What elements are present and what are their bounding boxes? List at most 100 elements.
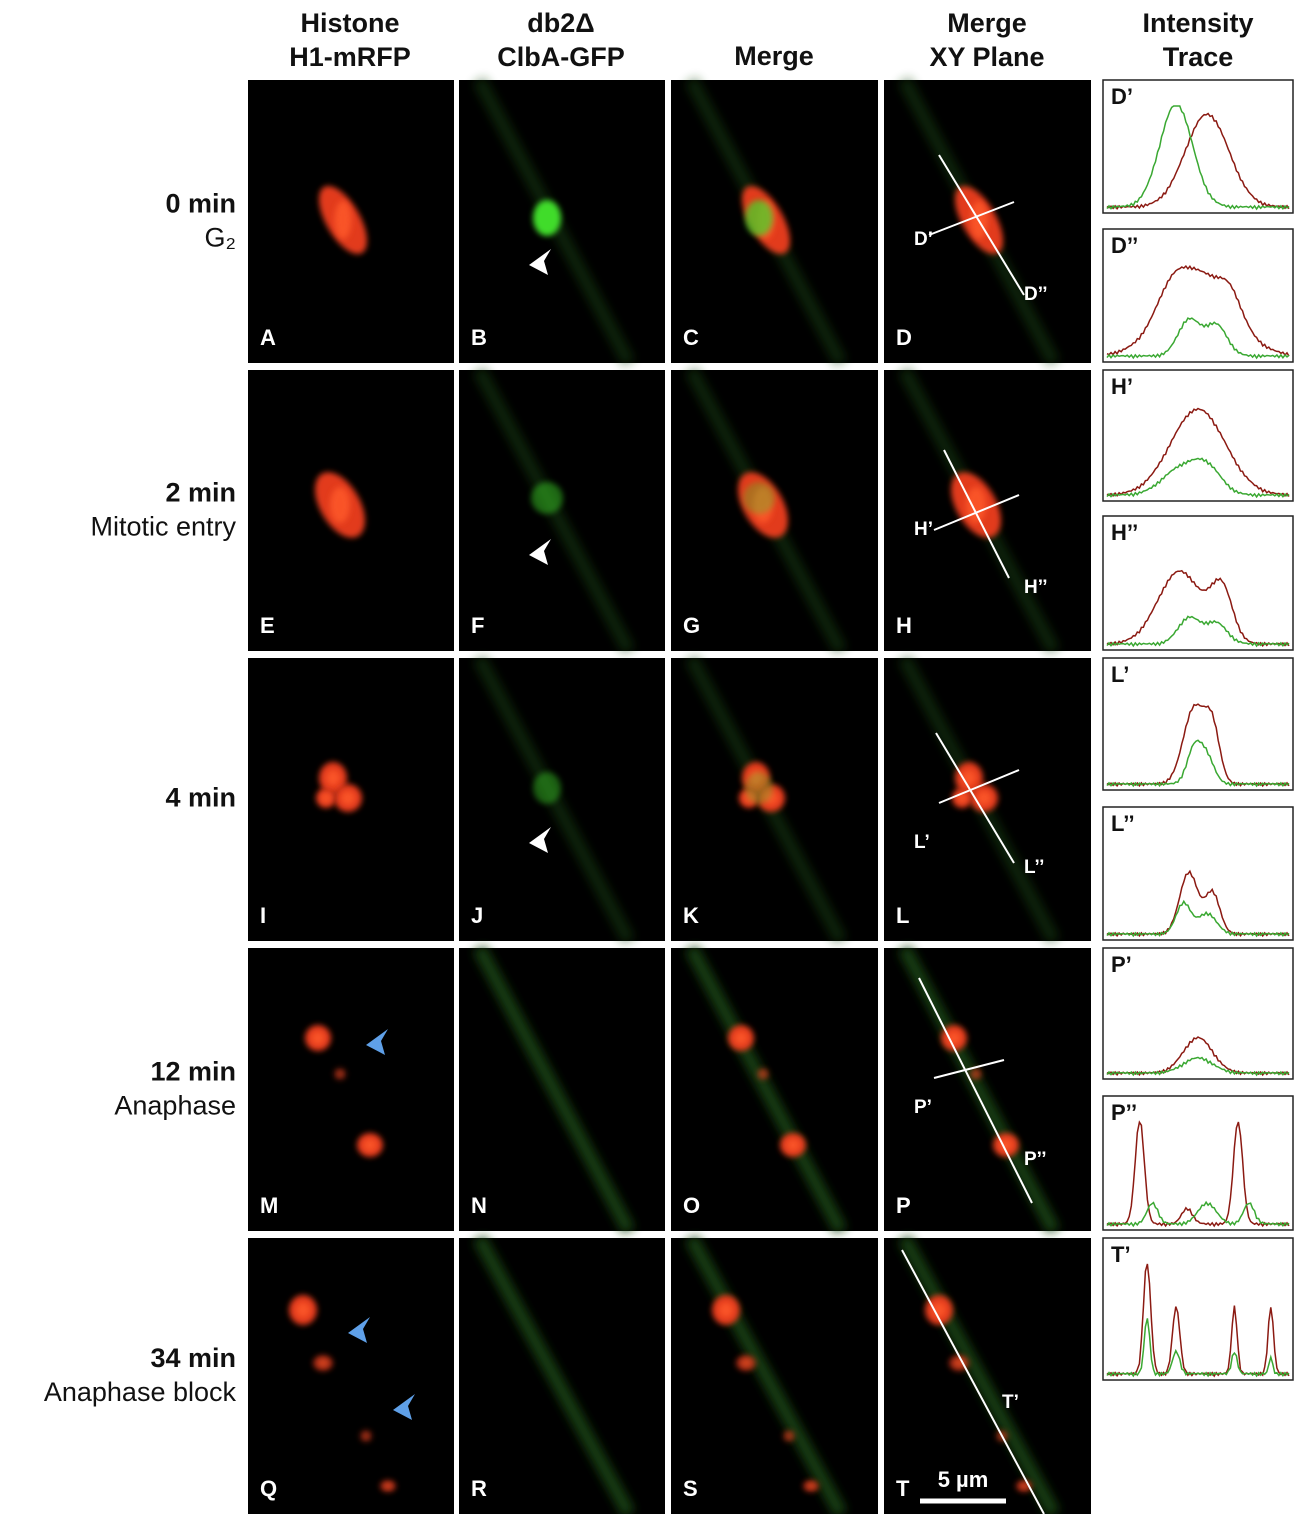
chromatin-core bbox=[335, 201, 352, 239]
panel-background bbox=[671, 1238, 878, 1514]
trace-box bbox=[1103, 1238, 1293, 1380]
chromatin-core bbox=[786, 1433, 792, 1439]
panel-background bbox=[459, 370, 665, 651]
chromatin-core bbox=[330, 487, 350, 523]
panel-letter: N bbox=[471, 1193, 487, 1218]
stage-label: Anaphase bbox=[114, 1091, 236, 1121]
micrograph-panel: B bbox=[459, 80, 665, 363]
trace-label: P’ bbox=[1111, 952, 1132, 977]
panel-background bbox=[248, 1238, 454, 1514]
time-label: 2 min bbox=[165, 478, 236, 508]
chromatin-core bbox=[384, 1483, 392, 1489]
panel-letter: B bbox=[471, 325, 487, 350]
column-header: Histone bbox=[300, 8, 399, 38]
column-header: db2Δ bbox=[527, 8, 594, 38]
time-label: 12 min bbox=[150, 1057, 236, 1087]
panel-letter: D bbox=[896, 325, 912, 350]
micrograph-panel: Q bbox=[248, 1238, 454, 1514]
profile-label: L’ bbox=[914, 832, 930, 853]
micrograph-panel: O bbox=[671, 948, 878, 1231]
trace-label: H’’ bbox=[1111, 520, 1138, 545]
chromatin-core bbox=[312, 1032, 325, 1045]
chromatin-core bbox=[326, 770, 340, 786]
panel-letter: L bbox=[896, 903, 909, 928]
panel-letter: O bbox=[683, 1193, 700, 1218]
chromatin-core bbox=[807, 1483, 815, 1489]
micrograph-panel: A bbox=[248, 80, 454, 363]
panel-letter: G bbox=[683, 613, 700, 638]
panel-background bbox=[459, 948, 665, 1231]
profile-label: D’ bbox=[914, 229, 933, 250]
panel-letter: R bbox=[471, 1476, 487, 1501]
stage-label: Anaphase block bbox=[44, 1377, 237, 1407]
trace-label: L’’ bbox=[1111, 811, 1135, 836]
micrograph-panel: M bbox=[248, 948, 454, 1231]
panel-letter: S bbox=[683, 1476, 698, 1501]
profile-label: L’’ bbox=[1024, 857, 1044, 878]
time-label: 4 min bbox=[165, 783, 236, 813]
panel-background bbox=[248, 948, 454, 1231]
micrograph-panel: R bbox=[459, 1238, 665, 1514]
gfp-signal bbox=[533, 772, 561, 804]
panel-letter: E bbox=[260, 613, 275, 638]
profile-label: P’’ bbox=[1024, 1149, 1047, 1170]
micrograph-panel: K bbox=[671, 658, 878, 941]
panel-letter: Q bbox=[260, 1476, 277, 1501]
trace-label: P’’ bbox=[1111, 1100, 1137, 1125]
micrograph-panel: F bbox=[459, 370, 665, 651]
micrograph-panel: L’ L’’ L bbox=[884, 658, 1091, 941]
micrograph-panel: N bbox=[459, 948, 665, 1231]
chromatin-core bbox=[719, 1303, 733, 1318]
panel-letter: A bbox=[260, 325, 276, 350]
micrograph-panel: G bbox=[671, 370, 878, 651]
profile-label: D’’ bbox=[1024, 284, 1048, 305]
panel-letter: K bbox=[683, 903, 699, 928]
chromatin-core bbox=[363, 1433, 369, 1439]
gfp-signal bbox=[531, 482, 563, 514]
profile-label: P’ bbox=[914, 1097, 932, 1118]
micrograph-panel: C bbox=[671, 80, 878, 363]
panel-background bbox=[459, 80, 665, 363]
gfp-signal bbox=[745, 200, 773, 236]
chromatin-core bbox=[760, 1071, 766, 1077]
panel-letter: C bbox=[683, 325, 699, 350]
trace-label: D’’ bbox=[1111, 233, 1138, 258]
stage-label: G₂ bbox=[205, 223, 236, 253]
chromatin-core bbox=[735, 1032, 748, 1045]
gfp-signal bbox=[533, 200, 561, 236]
column-header: Intensity bbox=[1142, 8, 1253, 38]
chromatin-core bbox=[787, 1139, 800, 1151]
column-header: Trace bbox=[1163, 42, 1234, 72]
micrograph-panel: H’H’’H bbox=[884, 370, 1091, 651]
panel-letter: F bbox=[471, 613, 484, 638]
panel-letter: J bbox=[471, 903, 483, 928]
panel-background bbox=[459, 658, 665, 941]
trace-box bbox=[1103, 658, 1293, 790]
chromatin-core bbox=[966, 487, 986, 523]
chromatin-core bbox=[321, 793, 331, 803]
panel-background bbox=[671, 948, 878, 1231]
column-header: Merge bbox=[734, 41, 814, 71]
figure: Histone H1-mRFP db2Δ ClbA-GFP Merge Merge XY P… bbox=[0, 0, 1295, 1514]
panel-letter: T bbox=[896, 1476, 910, 1501]
panel-background bbox=[884, 948, 1091, 1231]
panel-letter: M bbox=[260, 1193, 278, 1218]
gfp-signal bbox=[745, 772, 773, 804]
trace-label: H’ bbox=[1111, 374, 1133, 399]
column-header: XY Plane bbox=[929, 42, 1044, 72]
chromatin-core bbox=[741, 1359, 751, 1367]
micrograph-panel: I bbox=[248, 658, 454, 941]
chromatin-core bbox=[296, 1303, 310, 1318]
panel-letter: I bbox=[260, 903, 266, 928]
time-label: 34 min bbox=[150, 1343, 236, 1373]
gfp-signal bbox=[743, 482, 775, 514]
column-header: H1-mRFP bbox=[289, 42, 411, 72]
column-header: Merge bbox=[947, 8, 1027, 38]
panel-letter: H bbox=[896, 613, 912, 638]
micrograph-panel: S bbox=[671, 1238, 878, 1514]
chromatin-core bbox=[973, 1071, 979, 1077]
trace-label: L’ bbox=[1111, 662, 1129, 687]
column-header: ClbA-GFP bbox=[497, 42, 625, 72]
time-label: 0 min bbox=[165, 189, 236, 219]
profile-label: T’ bbox=[1002, 1392, 1019, 1413]
